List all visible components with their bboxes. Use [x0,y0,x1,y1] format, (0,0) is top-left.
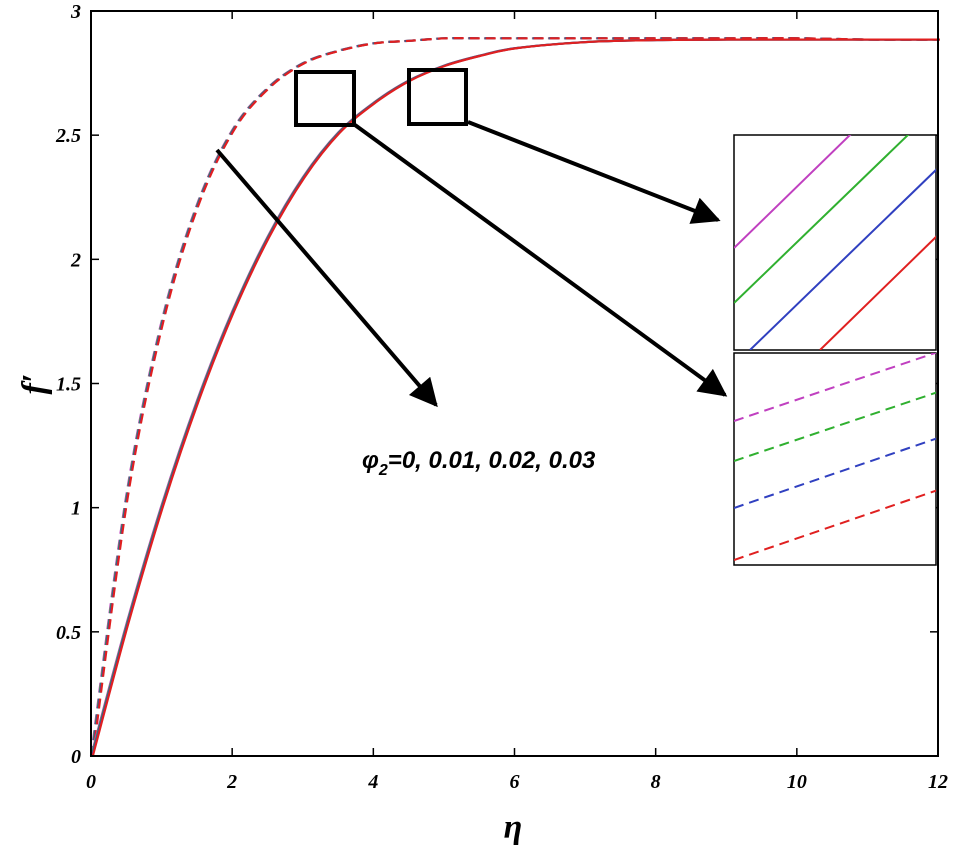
inset-line-0 [734,353,936,422]
inset-lines [734,353,936,561]
y-tick-label: 1.5 [56,374,81,396]
phi-annotation: φ2=0, 0.01, 0.02, 0.03 [362,447,596,479]
y-tick-label: 2.5 [55,125,81,147]
y-axis-label: f′ [16,374,53,395]
ticks-layer: 0 2 4 6 8 10 12 0 0.5 1 1.5 2 2.5 3 [55,1,948,793]
inset-line-1 [734,135,910,304]
x-tick-label: 12 [928,771,948,793]
y-tick-label: 3 [70,1,81,23]
inset-frame [733,352,937,566]
x-tick-label: 2 [226,771,237,793]
inset-frame [733,134,937,351]
x-tick-label: 0 [86,771,96,793]
curve-dashed-3 [91,37,940,757]
inset-line-3 [819,235,936,350]
zoom-boxes [294,68,468,127]
curve-solid-3 [91,38,940,757]
dashed-curves-zoom [294,70,356,127]
phi-symbol: φ [362,447,379,474]
inset-lines [734,135,936,350]
inset-line-2 [749,168,936,350]
x-tick-label: 8 [651,771,661,793]
x-tick-label: 4 [367,771,378,793]
y-tick-label: 0.5 [56,622,81,644]
inset-line-0 [734,135,852,249]
arrows-layer [215,120,728,408]
inset-solid [733,134,937,351]
inset-line-1 [734,391,936,462]
x-axis-label: η [504,809,523,846]
arrow-to-solid-inset [467,120,721,224]
solid-curves-zoom [407,68,468,126]
phi-values: =0, 0.01, 0.02, 0.03 [388,447,596,474]
arrow-to-dashed-inset [353,123,728,397]
phi-subscript: 2 [378,462,388,479]
inset-line-2 [734,437,936,509]
x-tick-label: 10 [787,771,807,793]
parameter-arrow [215,148,438,408]
inset-line-3 [734,489,936,561]
x-tick-label: 6 [510,771,520,793]
y-tick-label: 1 [71,498,81,520]
inset-dashed [733,352,937,566]
y-tick-label: 0 [71,746,81,768]
insets-layer [733,134,937,566]
y-tick-label: 2 [70,249,81,271]
curves-layer [89,37,940,757]
